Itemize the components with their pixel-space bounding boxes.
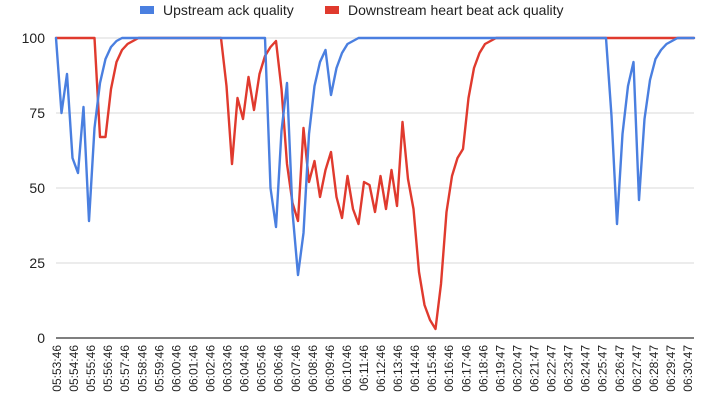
legend: Upstream ack quality Downstream heart be… xyxy=(140,2,564,18)
x-tick-label: 06:23:47 xyxy=(562,345,576,392)
x-tick-label: 06:26:47 xyxy=(613,345,627,392)
x-tick-label: 06:19:47 xyxy=(493,345,507,392)
x-tick-label: 06:10:46 xyxy=(340,345,354,392)
gridlines xyxy=(56,37,694,339)
x-tick-label: 06:30:47 xyxy=(681,345,695,392)
x-tick-label: 05:54:46 xyxy=(67,345,81,392)
x-tick-label: 06:13:46 xyxy=(391,345,405,392)
x-tick-label: 06:25:47 xyxy=(596,345,610,392)
x-tick-label: 06:03:46 xyxy=(221,345,235,392)
x-tick-label: 06:06:46 xyxy=(272,345,286,392)
x-tick-label: 06:12:46 xyxy=(374,345,388,392)
x-tick-label: 06:05:46 xyxy=(255,345,269,392)
x-tick-label: 06:07:46 xyxy=(289,345,303,392)
legend-label-downstream: Downstream heart beat ack quality xyxy=(348,2,564,18)
x-tick-label: 06:04:46 xyxy=(238,345,252,392)
x-tick-label: 06:22:47 xyxy=(545,345,559,392)
y-tick-label: 75 xyxy=(29,105,45,121)
series-line-downstream xyxy=(54,36,696,331)
series-line-upstream xyxy=(54,36,696,277)
series-lines xyxy=(54,36,696,331)
legend-label-upstream: Upstream ack quality xyxy=(163,2,294,18)
x-tick-label: 06:28:47 xyxy=(647,345,661,392)
x-tick-label: 06:09:46 xyxy=(323,345,337,392)
x-tick-label: 05:55:46 xyxy=(84,345,98,392)
x-tick-label: 06:17:46 xyxy=(459,345,473,392)
x-tick-label: 06:01:46 xyxy=(186,345,200,392)
x-tick-label: 06:15:46 xyxy=(425,345,439,392)
y-tick-label: 50 xyxy=(29,180,45,196)
x-tick-label: 05:53:46 xyxy=(50,345,64,392)
x-tick-label: 06:20:47 xyxy=(510,345,524,392)
x-tick-label: 05:57:46 xyxy=(118,345,132,392)
legend-swatch-downstream xyxy=(325,6,339,14)
x-tick-label: 05:59:46 xyxy=(152,345,166,392)
x-tick-label: 06:02:46 xyxy=(203,345,217,392)
y-tick-label: 100 xyxy=(22,30,46,46)
x-axis-ticks: 05:53:46 05:54:46 05:55:46 05:56:46 05:57:46… xyxy=(50,345,695,392)
y-tick-label: 25 xyxy=(29,255,45,271)
x-tick-label: 06:08:46 xyxy=(306,345,320,392)
x-tick-label: 06:24:47 xyxy=(579,345,593,392)
legend-swatch-upstream xyxy=(140,6,154,14)
x-tick-label: 06:27:47 xyxy=(630,345,644,392)
x-tick-label: 06:29:47 xyxy=(664,345,678,392)
x-tick-label: 06:11:46 xyxy=(357,345,371,391)
y-axis-ticks: 0 25 50 75 100 xyxy=(22,30,46,346)
x-tick-label: 06:16:46 xyxy=(442,345,456,392)
x-tick-label: 06:18:46 xyxy=(476,345,490,392)
x-tick-label: 05:56:46 xyxy=(101,345,115,392)
x-tick-label: 06:00:46 xyxy=(169,345,183,392)
x-tick-label: 06:14:46 xyxy=(408,345,422,392)
y-tick-label: 0 xyxy=(37,330,45,346)
x-tick-label: 05:58:46 xyxy=(135,345,149,392)
x-tick-label: 06:21:47 xyxy=(528,345,542,392)
